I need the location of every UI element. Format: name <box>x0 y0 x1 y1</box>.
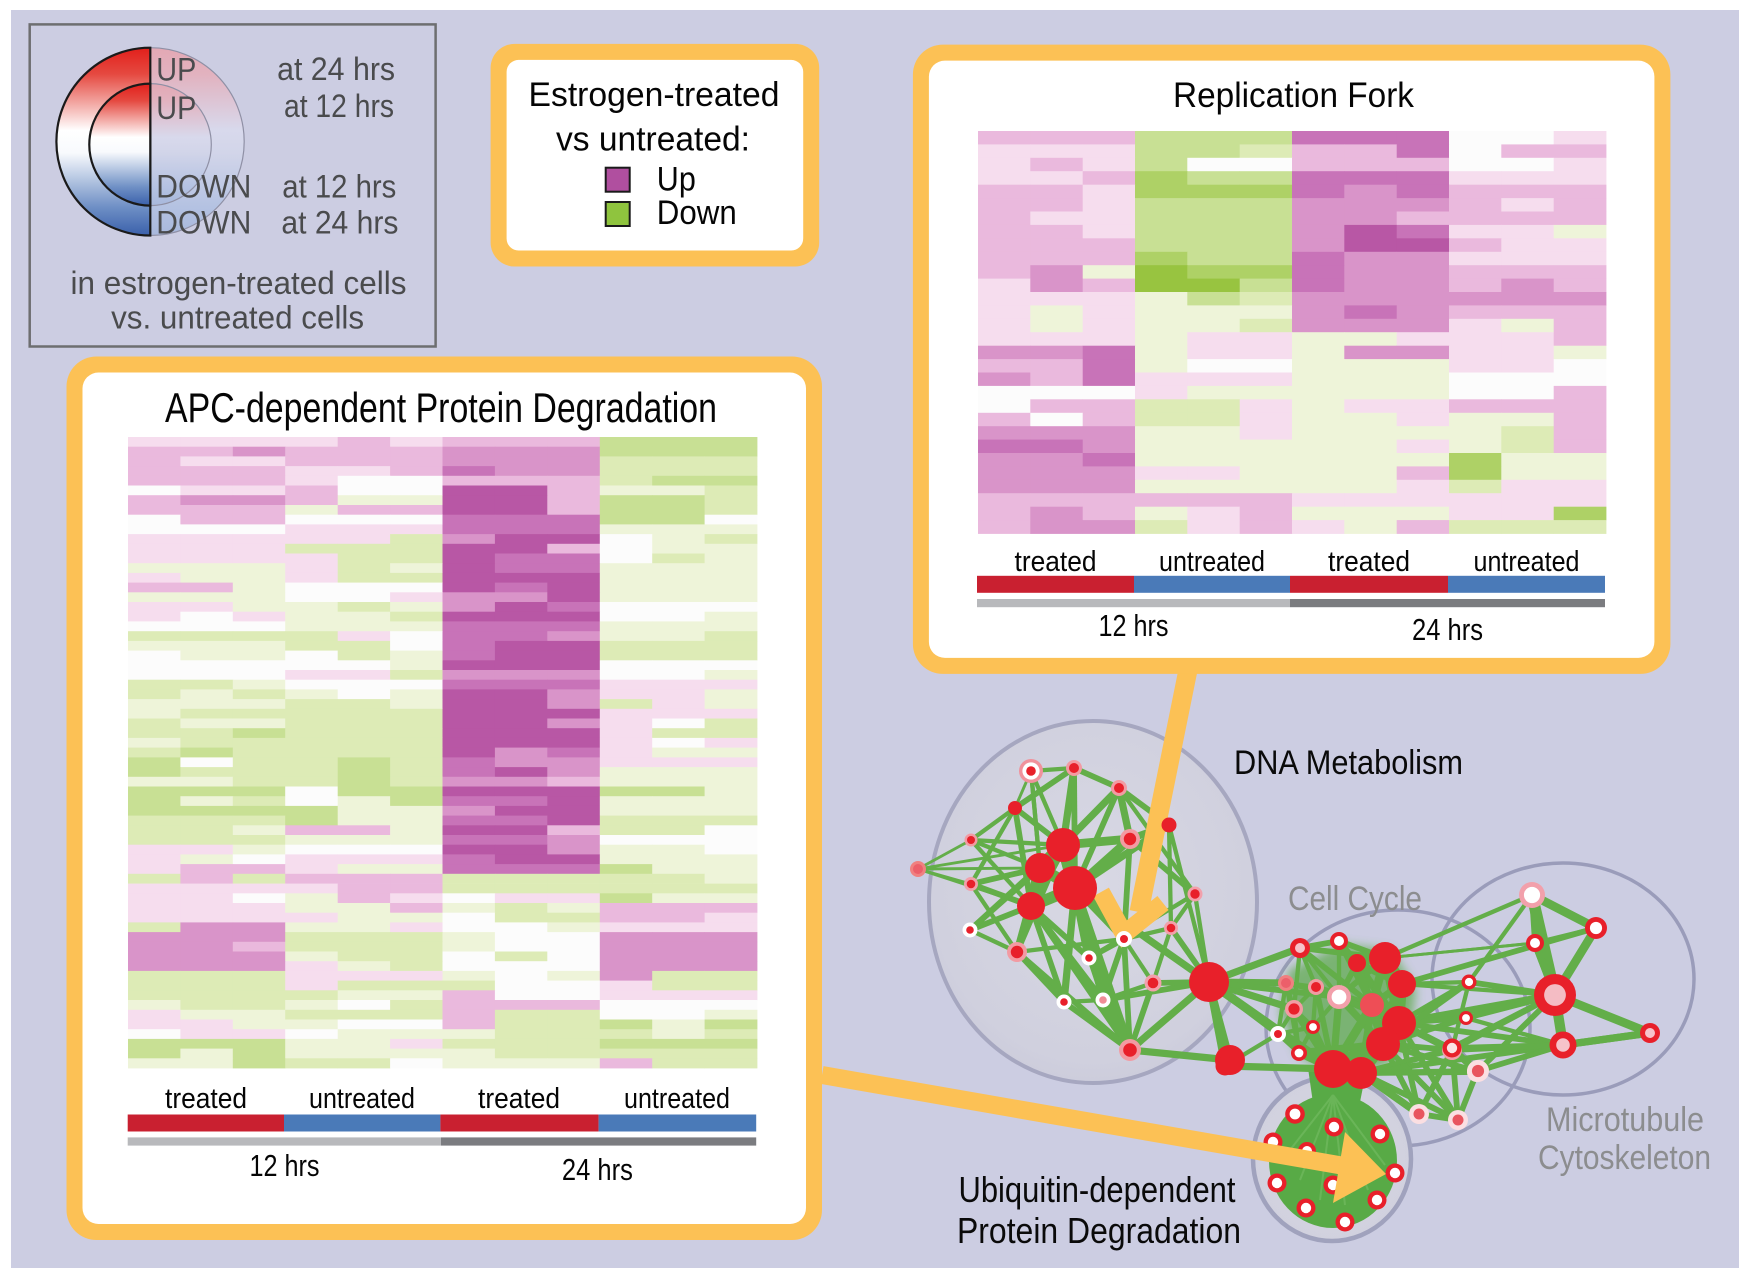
svg-text:treated: treated <box>1328 546 1410 578</box>
svg-text:Estrogen-treated: Estrogen-treated <box>529 76 780 114</box>
svg-text:Ubiquitin-dependent: Ubiquitin-dependent <box>959 1169 1236 1210</box>
svg-text:24 hrs: 24 hrs <box>562 1152 633 1187</box>
svg-text:Cytoskeleton: Cytoskeleton <box>1538 1139 1711 1177</box>
svg-text:12 hrs: 12 hrs <box>250 1148 320 1183</box>
svg-text:vs. untreated cells: vs. untreated cells <box>111 299 364 335</box>
svg-text:untreated: untreated <box>624 1083 730 1115</box>
svg-text:Cell Cycle: Cell Cycle <box>1288 880 1422 918</box>
svg-text:Microtubule: Microtubule <box>1546 1101 1704 1139</box>
svg-text:at 24 hrs: at 24 hrs <box>277 51 395 87</box>
svg-text:24 hrs: 24 hrs <box>1412 612 1483 647</box>
svg-text:UP: UP <box>156 90 196 126</box>
svg-text:12 hrs: 12 hrs <box>1099 608 1169 643</box>
svg-text:Down: Down <box>657 194 737 232</box>
svg-text:untreated: untreated <box>309 1083 415 1115</box>
svg-text:UP: UP <box>156 51 196 87</box>
svg-text:untreated: untreated <box>1159 546 1265 578</box>
svg-text:in estrogen-treated cells: in estrogen-treated cells <box>71 265 407 301</box>
svg-text:treated: treated <box>478 1083 560 1115</box>
svg-text:vs untreated:: vs untreated: <box>556 120 750 158</box>
svg-text:DNA Metabolism: DNA Metabolism <box>1234 744 1463 782</box>
svg-text:Up: Up <box>657 161 696 199</box>
svg-text:DOWN: DOWN <box>156 169 251 205</box>
svg-text:DOWN: DOWN <box>156 205 251 241</box>
svg-text:at 12 hrs: at 12 hrs <box>284 88 394 124</box>
svg-text:treated: treated <box>1015 546 1097 578</box>
svg-text:Replication Fork: Replication Fork <box>1173 76 1414 115</box>
svg-text:treated: treated <box>165 1083 247 1115</box>
svg-text:at 24 hrs: at 24 hrs <box>281 205 398 241</box>
svg-text:APC-dependent Protein Degradat: APC-dependent Protein Degradation <box>165 384 717 431</box>
svg-text:Protein Degradation: Protein Degradation <box>957 1210 1241 1251</box>
svg-text:untreated: untreated <box>1474 546 1580 578</box>
svg-text:at 12 hrs: at 12 hrs <box>282 169 396 205</box>
